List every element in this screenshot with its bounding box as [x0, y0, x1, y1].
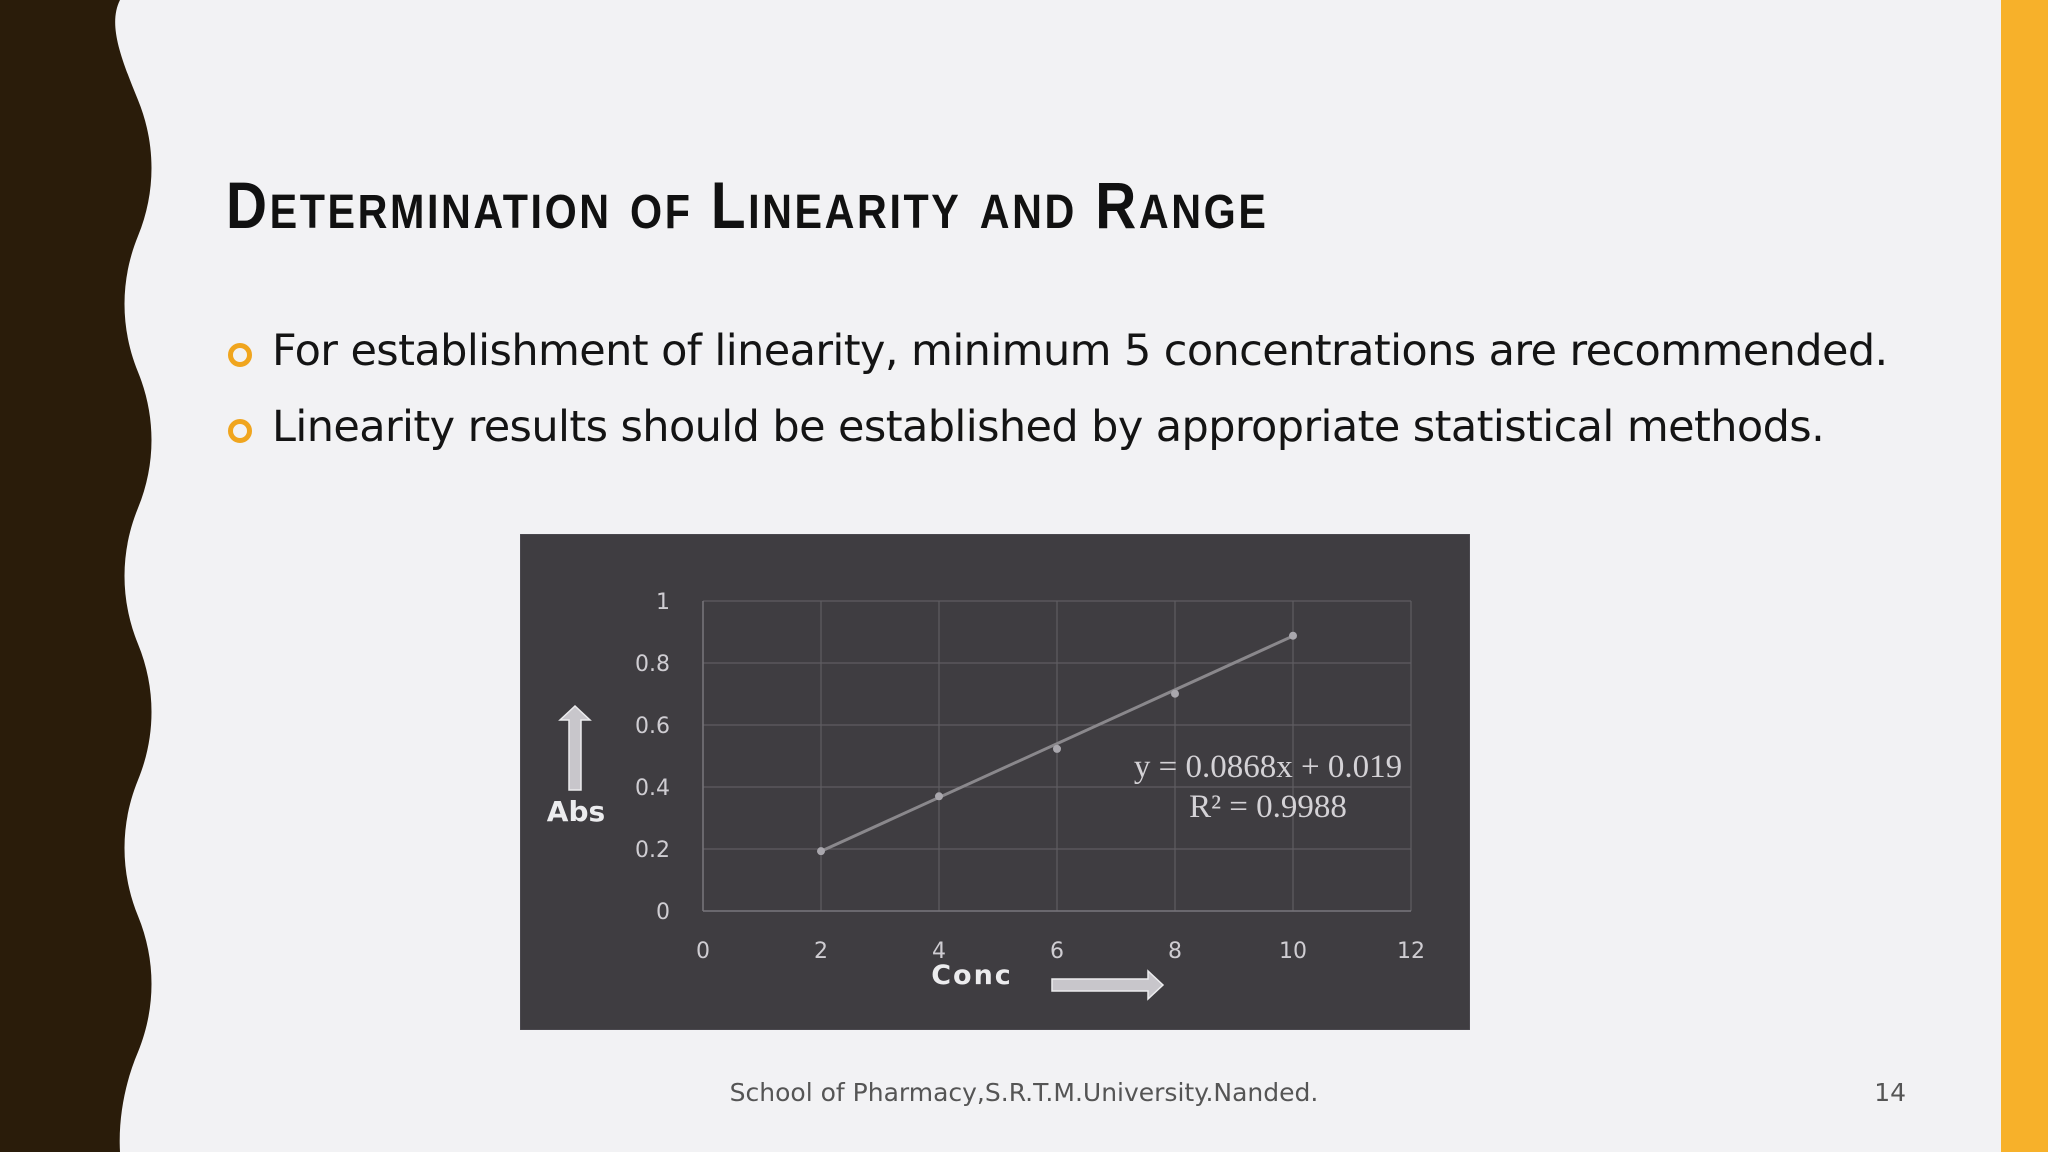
x-tick-label: 2	[814, 939, 828, 964]
x-tick-label: 4	[932, 939, 946, 964]
data-point	[1289, 631, 1297, 640]
linearity-chart: 0 0.2 0.4 0.6 0.8 1 0 2 4 6 8 10 12 y = 0.0868x + 0…	[520, 534, 1470, 1030]
chart-grid	[702, 600, 1412, 912]
title-word: LINEARITY	[710, 168, 962, 242]
data-points	[817, 631, 1297, 856]
y-tick-label: 0.6	[635, 714, 670, 739]
y-tick-label: 1	[656, 590, 670, 615]
x-tick-label: 8	[1168, 939, 1182, 964]
r-squared-label: R² = 0.9988	[1189, 789, 1347, 825]
data-point	[1171, 689, 1179, 698]
wavy-border-decoration	[0, 0, 152, 1152]
title-word: OF	[630, 186, 693, 239]
y-tick-label: 0.2	[635, 838, 670, 863]
data-point	[817, 847, 825, 856]
data-point	[935, 792, 943, 801]
trend-line-layer	[819, 634, 1295, 853]
y-tick-label: 0	[656, 900, 670, 925]
x-axis-label: Conc	[931, 960, 1013, 991]
bullet-circle-icon	[228, 343, 252, 367]
right-arrow-icon	[1051, 969, 1165, 1001]
regression-equation: y = 0.0868x + 0.019	[1134, 749, 1402, 785]
bullet-item: Linearity results should be established …	[228, 398, 1888, 474]
bullet-circle-icon	[228, 419, 252, 443]
data-point	[1053, 744, 1061, 753]
x-axis-ticks: 0 2 4 6 8 10 12	[696, 939, 1425, 964]
bullet-list: For establishment of linearity, minimum …	[228, 322, 1888, 474]
bullet-text: Linearity results should be established …	[272, 402, 1825, 452]
title-word: DETERMINATION	[226, 168, 612, 242]
trend-line	[819, 634, 1295, 853]
page-number: 14	[1874, 1078, 1906, 1107]
slide-title: DETERMINATION OF LINEARITY AND RANGE	[226, 172, 1268, 238]
accent-side-bar	[2001, 0, 2048, 1152]
bullet-text: For establishment of linearity, minimum …	[272, 326, 1888, 376]
x-tick-label: 10	[1279, 939, 1307, 964]
y-axis-label: Abs	[547, 795, 605, 828]
title-word: RANGE	[1095, 168, 1269, 242]
x-tick-label: 0	[696, 939, 710, 964]
footer-text: School of Pharmacy,S.R.T.M.University.Na…	[729, 1078, 1319, 1107]
x-tick-label: 6	[1050, 939, 1064, 964]
up-arrow-icon	[558, 704, 592, 791]
bullet-item: For establishment of linearity, minimum …	[228, 322, 1888, 398]
y-tick-label: 0.8	[635, 652, 670, 677]
x-tick-label: 12	[1397, 939, 1425, 964]
y-axis-ticks: 0 0.2 0.4 0.6 0.8 1	[635, 590, 670, 925]
y-tick-label: 0.4	[635, 776, 670, 801]
title-word: AND	[979, 186, 1077, 239]
chart-background	[520, 534, 1470, 1030]
